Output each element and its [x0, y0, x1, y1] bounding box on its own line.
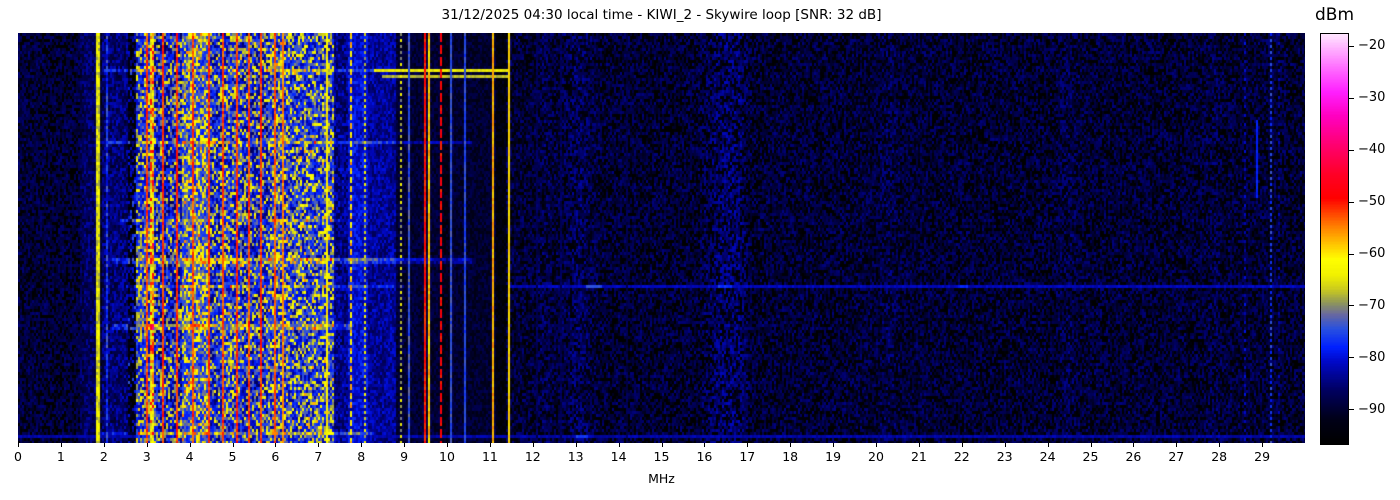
- x-tick-label: 24: [1039, 449, 1056, 464]
- colorbar-tick-mark: [1349, 201, 1354, 203]
- x-tick-label: 21: [910, 449, 927, 464]
- x-tick-mark: [318, 443, 320, 447]
- x-tick-mark: [189, 443, 191, 447]
- colorbar-tick-mark: [1349, 149, 1354, 151]
- x-tick-label: 2: [99, 449, 108, 464]
- x-tick-mark: [833, 443, 835, 447]
- x-tick-label: 22: [953, 449, 970, 464]
- x-tick-label: 23: [996, 449, 1013, 464]
- colorbar-tick-mark: [1349, 253, 1354, 255]
- x-tick-mark: [961, 443, 963, 447]
- x-tick-label: 20: [868, 449, 884, 464]
- colorbar-tick-label: −40: [1358, 142, 1386, 158]
- colorbar-tick-mark: [1349, 409, 1354, 411]
- x-tick-label: 17: [739, 449, 756, 464]
- x-tick-mark: [103, 443, 105, 447]
- colorbar-tick-mark: [1349, 305, 1354, 307]
- x-tick-mark: [1133, 443, 1135, 447]
- x-tick-mark: [618, 443, 620, 447]
- colorbar-tick-label: −80: [1358, 349, 1386, 365]
- x-tick-label: 14: [610, 449, 627, 464]
- x-tick-label: 25: [1082, 449, 1099, 464]
- x-tick-label: 19: [825, 449, 842, 464]
- x-tick-label: 26: [1125, 449, 1142, 464]
- x-tick-mark: [747, 443, 749, 447]
- x-tick-label: 13: [567, 449, 584, 464]
- x-tick-label: 6: [271, 449, 280, 464]
- x-tick-label: 11: [481, 449, 498, 464]
- x-tick-mark: [489, 443, 491, 447]
- x-tick-mark: [704, 443, 706, 447]
- colorbar-tick-label: −20: [1358, 38, 1386, 54]
- x-tick-mark: [232, 443, 234, 447]
- colorbar-tick-label: −90: [1358, 401, 1386, 417]
- x-tick-mark: [60, 443, 62, 447]
- x-tick-mark: [575, 443, 577, 447]
- x-tick-mark: [1090, 443, 1092, 447]
- colorbar-unit-label: dBm: [1315, 5, 1355, 25]
- x-tick-label: 16: [696, 449, 713, 464]
- x-tick-label: 0: [14, 449, 22, 464]
- x-tick-label: 3: [142, 449, 151, 464]
- colorbar-tick-mark: [1349, 45, 1354, 47]
- x-tick-label: 15: [653, 449, 670, 464]
- x-tick-label: 1: [56, 449, 65, 464]
- x-tick-mark: [1004, 443, 1006, 447]
- colorbar: [1320, 33, 1349, 445]
- x-tick-mark: [146, 443, 148, 447]
- x-tick-mark: [361, 443, 363, 447]
- x-tick-label: 18: [782, 449, 799, 464]
- colorbar-gradient: [1321, 34, 1348, 444]
- x-tick-label: 5: [228, 449, 237, 464]
- x-tick-mark: [661, 443, 663, 447]
- x-tick-label: 8: [357, 449, 366, 464]
- x-tick-label: 4: [185, 449, 194, 464]
- x-tick-label: 10: [439, 449, 455, 464]
- colorbar-tick-mark: [1349, 97, 1354, 99]
- x-tick-label: 28: [1211, 449, 1228, 464]
- colorbar-tick-label: −30: [1358, 90, 1386, 106]
- x-tick-mark: [1176, 443, 1178, 447]
- x-tick-mark: [532, 443, 534, 447]
- x-tick-label: 9: [400, 449, 409, 464]
- x-tick-mark: [876, 443, 877, 447]
- x-tick-mark: [1047, 443, 1049, 447]
- colorbar-tick-label: −50: [1358, 194, 1386, 210]
- x-tick-mark: [790, 443, 792, 447]
- colorbar-tick-label: −70: [1358, 297, 1386, 313]
- colorbar-tick-label: −60: [1358, 246, 1386, 262]
- x-axis-label: MHz: [648, 471, 675, 486]
- x-tick-mark: [918, 443, 920, 447]
- chart-title: 31/12/2025 04:30 local time - KIWI_2 - S…: [441, 7, 882, 23]
- x-tick-mark: [1219, 443, 1221, 447]
- x-tick-mark: [1262, 443, 1264, 447]
- x-tick-label: 7: [314, 449, 323, 464]
- x-tick-label: 29: [1254, 449, 1271, 464]
- x-tick-mark: [275, 443, 277, 447]
- x-tick-mark: [18, 443, 19, 447]
- plot-area: [18, 33, 1305, 443]
- spectrogram-heatmap: [18, 33, 1305, 443]
- x-tick-label: 12: [524, 449, 541, 464]
- x-tick-mark: [404, 443, 406, 447]
- x-tick-mark: [447, 443, 448, 447]
- colorbar-tick-mark: [1349, 357, 1354, 359]
- x-tick-label: 27: [1168, 449, 1185, 464]
